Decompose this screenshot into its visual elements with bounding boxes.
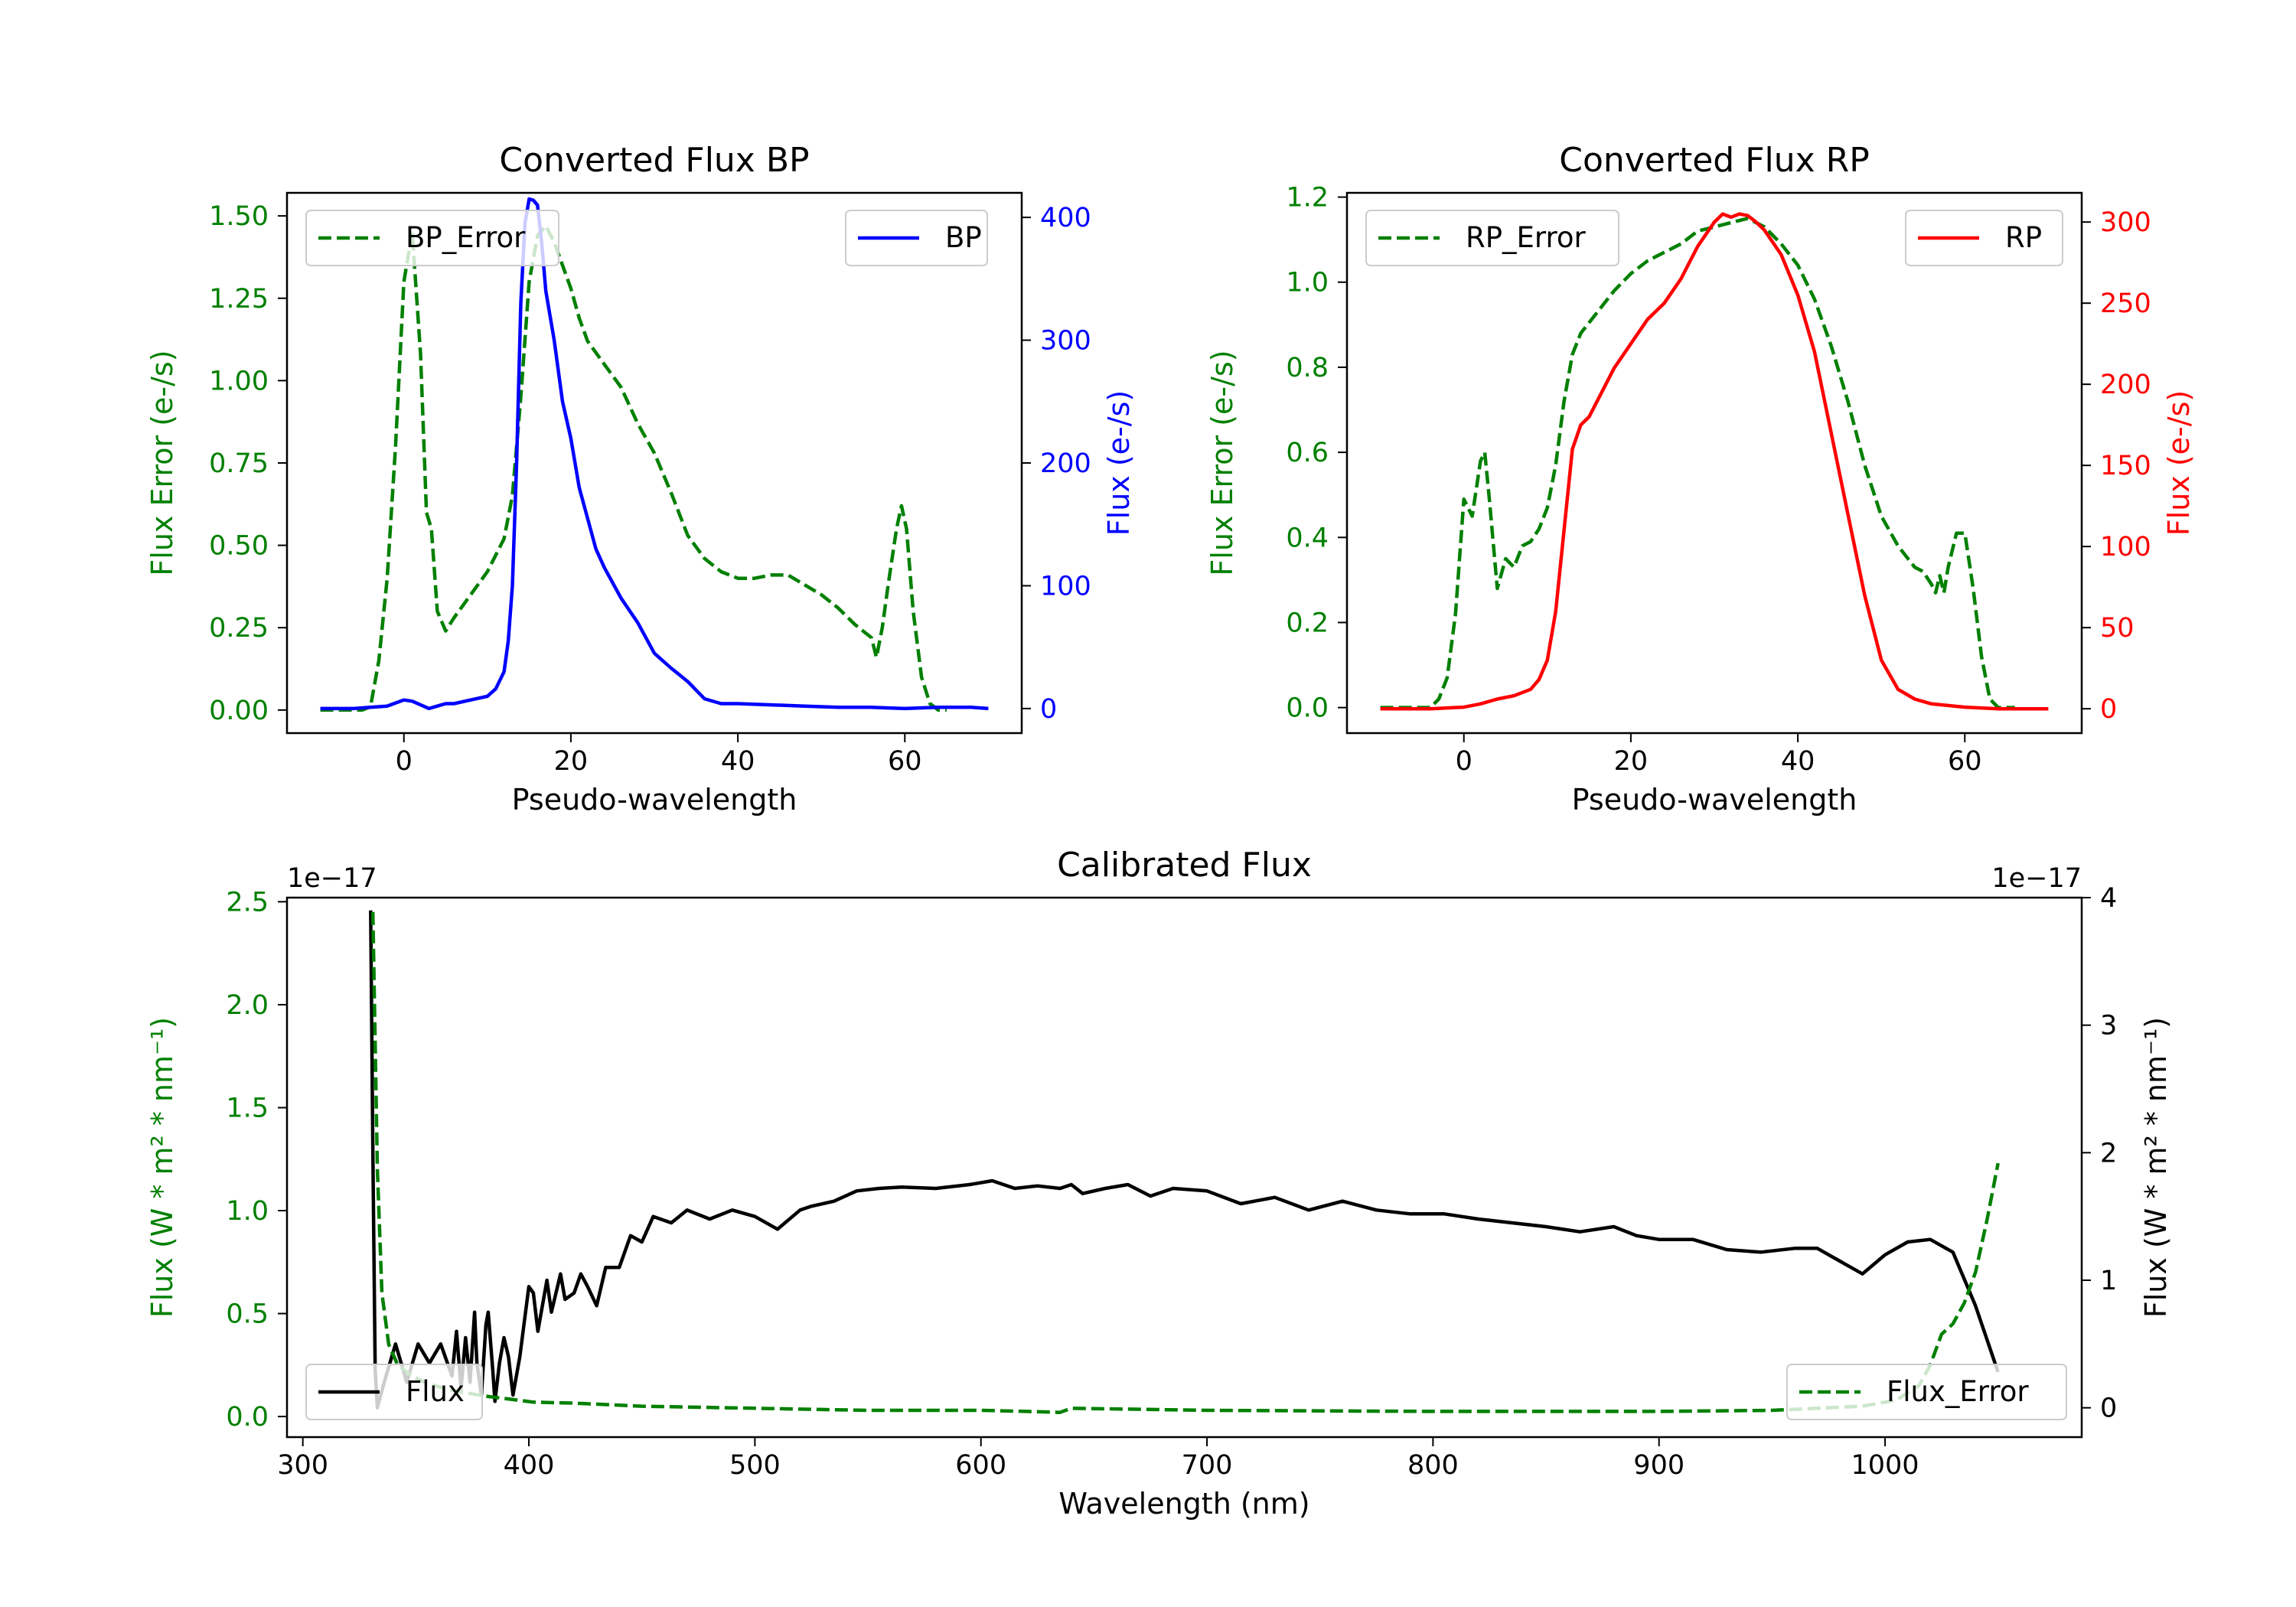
legend-box — [1786, 1364, 2067, 1420]
legend-bp: BP — [845, 210, 988, 266]
legend-label: Flux — [406, 1375, 465, 1408]
legend-flux-error: Flux_Error — [1786, 1364, 2067, 1420]
x-tick-label: 500 — [729, 1450, 781, 1481]
y-tick-label-left: 0.4 — [1286, 523, 1329, 553]
x-tick-label: 1000 — [1851, 1450, 1919, 1481]
x-tick-label: 800 — [1407, 1450, 1459, 1481]
legend-box — [305, 1364, 483, 1420]
y-tick-label-right: 50 — [2100, 613, 2135, 644]
series-line-bp — [320, 197, 989, 711]
y-tick-label-left: 0.8 — [1286, 353, 1329, 383]
series-line-rp — [1380, 212, 2049, 711]
y-tick-label-right: 0 — [2100, 694, 2117, 725]
x-tick-label: 60 — [1948, 746, 1982, 777]
plot-area — [320, 197, 989, 712]
x-tick-label: 0 — [1456, 746, 1473, 777]
panels: Converted Flux BP0 20 40 600.000.250.500.75… — [145, 141, 2196, 1521]
axes-frame — [285, 896, 2083, 1439]
y-tick-label-right: 150 — [2100, 451, 2151, 481]
y-tick-label-left: 0.6 — [1286, 438, 1329, 468]
axes-frame — [1345, 191, 2083, 735]
x-tick-label: 700 — [1182, 1450, 1233, 1481]
y-axis-label-left: Flux (W * m² * nm⁻¹) — [145, 1017, 179, 1318]
y-tick-label-left: 0.5 — [226, 1299, 269, 1330]
y-tick-label-left: 0.0 — [226, 1402, 269, 1433]
x-tick-label: 20 — [1614, 746, 1649, 777]
y-tick-label-left: 2.0 — [226, 990, 269, 1021]
series-line-flux — [369, 910, 2000, 1410]
y-tick-label-right: 3 — [2100, 1011, 2117, 1041]
series-line-rp-error — [1380, 217, 2015, 709]
y-tick-label-right: 1 — [2100, 1266, 2117, 1296]
legend-label: RP_Error — [1466, 221, 1586, 254]
y-axis-label-right: Flux (e-/s) — [2162, 390, 2196, 536]
chart-title: Converted Flux RP — [1559, 141, 1870, 180]
y-tick-label-right: 4 — [2100, 883, 2117, 914]
y-tick-label-left: 0.0 — [1286, 693, 1329, 724]
x-tick-label: 900 — [1633, 1450, 1684, 1481]
legend-box — [305, 210, 559, 266]
legend-rp: RP — [1905, 210, 2063, 266]
offset-text-right: 1e−17 — [1991, 863, 2082, 894]
offset-text-left: 1e−17 — [287, 863, 377, 894]
y-tick-label-right: 0 — [2100, 1393, 2117, 1424]
chart-panel-2: Converted Flux RP 0 20 40 60 0.0 0.2 0.4 0.6 0.8 1… — [1205, 141, 2196, 817]
y-tick-label-left: 0.2 — [1286, 608, 1329, 638]
y-tick-label-left: 1.00 — [209, 366, 269, 396]
chart-title: Calibrated Flux — [1057, 846, 1312, 885]
y-axis-label-right: Flux (W * m² * nm⁻¹) — [2139, 1017, 2173, 1318]
x-tick-label: 40 — [721, 746, 755, 777]
legend-flux: Flux — [305, 1364, 483, 1420]
x-tick-label: 400 — [504, 1450, 555, 1481]
y-tick-label-left: 1.2 — [1286, 183, 1329, 214]
chart-panel-1: Converted Flux BP 0 20 40 60 0.00 0.25 0.50 0.75… — [145, 141, 1136, 817]
legend-label: BP — [945, 221, 982, 254]
chart-panel-3: Calibrated Flux 300 400 500 600 700 800 900 1000… — [145, 846, 2173, 1521]
legend-box — [1905, 210, 2063, 266]
y-tick-label-left: 2.5 — [226, 887, 269, 918]
x-tick-label: 0 — [396, 746, 413, 777]
y-tick-label-right: 0 — [1040, 694, 1057, 725]
y-axis-label-right: Flux (e-/s) — [1102, 390, 1136, 536]
legend-box — [1365, 210, 1619, 266]
y-tick-label-right: 400 — [1040, 203, 1091, 233]
y-tick-label-left: 0.25 — [209, 613, 269, 644]
legend-bp-error: BP_Error — [305, 210, 559, 266]
y-tick-label-right: 300 — [1040, 326, 1091, 357]
y-tick-label-left: 1.0 — [226, 1196, 269, 1227]
chart-title: Converted Flux BP — [499, 141, 809, 180]
y-tick-label-left: 0.00 — [209, 696, 269, 726]
y-tick-label-left: 0.50 — [209, 531, 269, 562]
y-tick-label-right: 300 — [2100, 207, 2151, 238]
y-tick-label-left: 1.0 — [1286, 268, 1329, 298]
x-tick-label: 600 — [955, 1450, 1006, 1481]
x-tick-label: 60 — [888, 746, 922, 777]
legend-rp-error: RP_Error — [1365, 210, 1619, 266]
y-tick-label-right: 250 — [2100, 288, 2151, 319]
y-tick-label-right: 200 — [1040, 448, 1091, 479]
y-tick-label-left: 1.50 — [209, 201, 269, 232]
x-axis-label: Pseudo-wavelength — [1572, 783, 1857, 817]
x-tick-label: 40 — [1781, 746, 1815, 777]
plot-area — [1380, 212, 2049, 711]
y-tick-label-right: 100 — [1040, 571, 1091, 601]
y-tick-label-left: 0.75 — [209, 448, 269, 479]
x-tick-label: 300 — [277, 1450, 328, 1481]
legend-label: RP — [2005, 221, 2042, 254]
x-tick-label: 20 — [554, 746, 589, 777]
y-tick-label-right: 200 — [2100, 370, 2151, 400]
x-axis-label: Wavelength (nm) — [1058, 1487, 1309, 1521]
y-axis-label-left: Flux Error (e-/s) — [1205, 350, 1239, 575]
legend-label: BP_Error — [406, 221, 526, 254]
series-line-bp-error — [320, 223, 947, 712]
y-tick-label-right: 2 — [2100, 1138, 2117, 1169]
y-tick-label-left: 1.25 — [209, 284, 269, 315]
y-axis-label-left: Flux Error (e-/s) — [145, 350, 179, 575]
y-tick-label-right: 100 — [2100, 532, 2151, 562]
y-tick-label-left: 1.5 — [226, 1093, 269, 1123]
legend-label: Flux_Error — [1887, 1375, 2029, 1408]
x-axis-label: Pseudo-wavelength — [512, 783, 797, 817]
